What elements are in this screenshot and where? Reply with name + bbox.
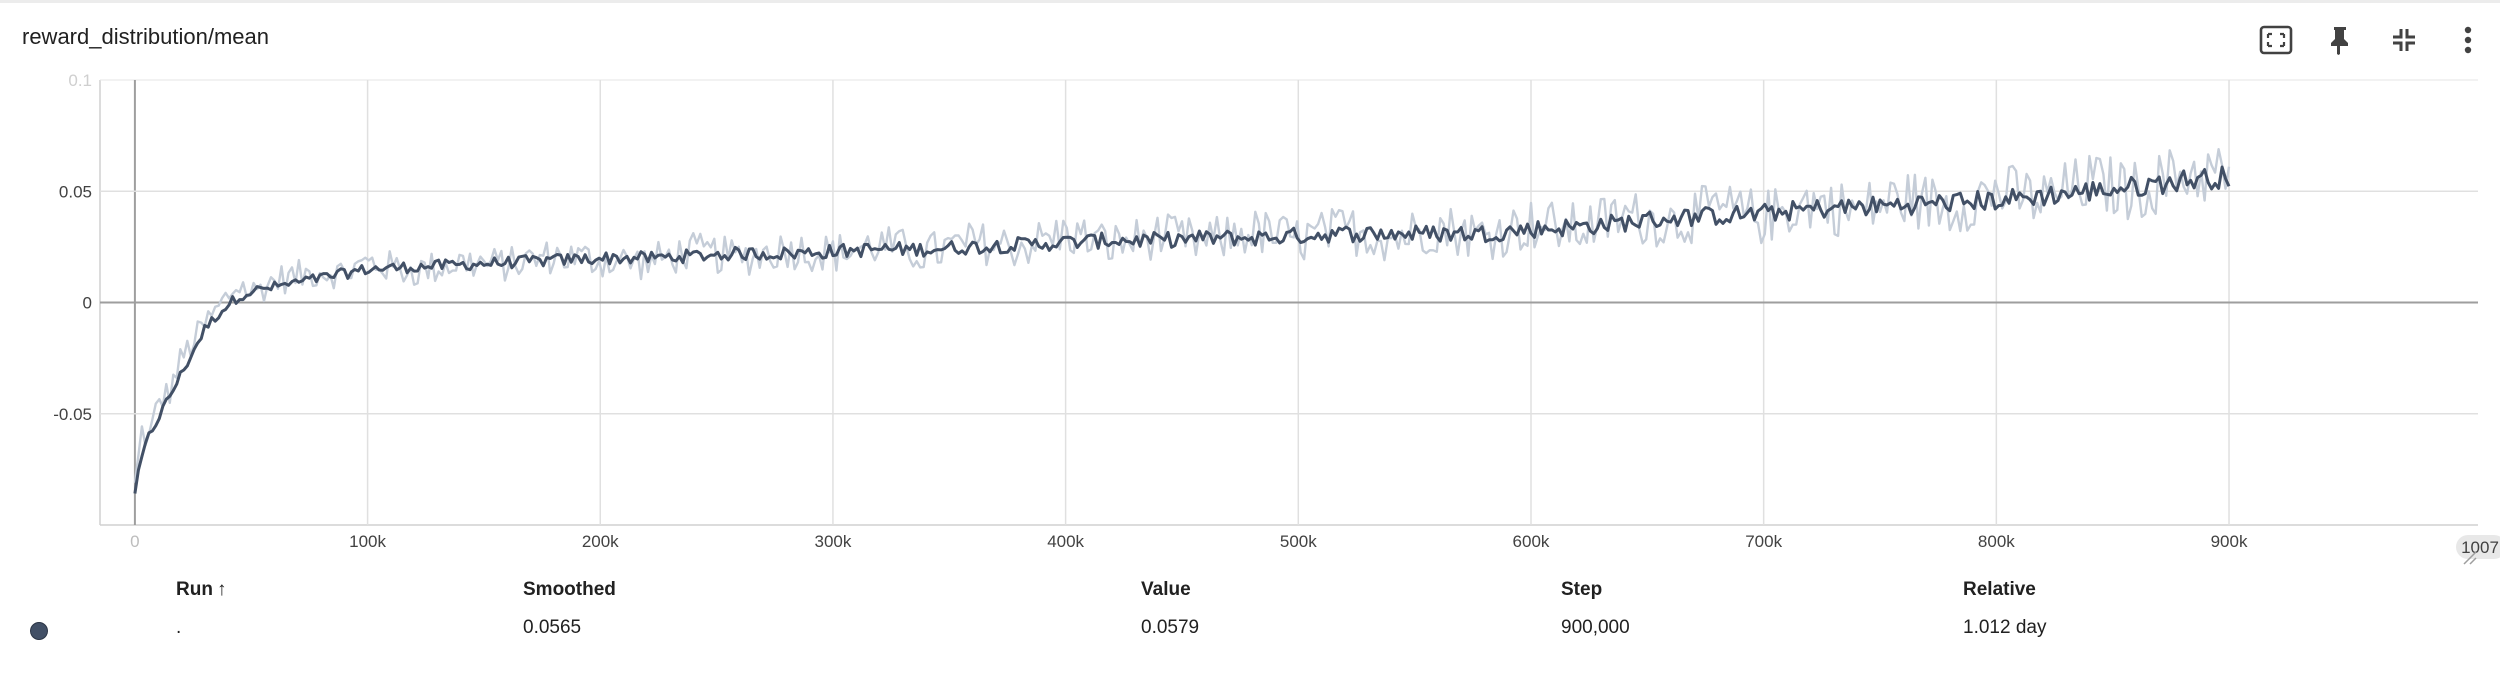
header-run[interactable]: Run ↑ bbox=[176, 579, 226, 601]
x-tick-label: 300k bbox=[815, 532, 852, 551]
y-tick-label: -0.05 bbox=[53, 405, 92, 424]
x-tick-label: 500k bbox=[1280, 532, 1317, 551]
raw-series-line bbox=[133, 147, 2231, 483]
y-tick-label: 0.05 bbox=[59, 182, 92, 201]
x-tick-label: 400k bbox=[1047, 532, 1084, 551]
sort-ascending-icon: ↑ bbox=[216, 579, 227, 600]
x-tick-label: 800k bbox=[1978, 532, 2015, 551]
cell-run: . bbox=[176, 617, 182, 638]
more-vert-icon bbox=[2464, 26, 2472, 54]
x-tick-label: 200k bbox=[582, 532, 619, 551]
pin-icon bbox=[2331, 27, 2348, 55]
fit-domain-icon bbox=[2259, 25, 2293, 55]
cell-relative: 1.012 day bbox=[1963, 617, 2047, 638]
cell-smoothed: 0.0565 bbox=[523, 617, 582, 638]
x-end-label-pill bbox=[2456, 535, 2500, 559]
pin-button[interactable] bbox=[2308, 14, 2372, 66]
fit-domain-button[interactable] bbox=[2244, 14, 2308, 66]
card-title: reward_distribution/mean bbox=[22, 24, 270, 49]
collapse-icon bbox=[2393, 29, 2415, 51]
card-top-border bbox=[0, 0, 2500, 3]
x-tick-label: 600k bbox=[1513, 532, 1550, 551]
cell-step: 900,000 bbox=[1561, 617, 1630, 638]
resize-handle-icon bbox=[2463, 551, 2477, 565]
x-tick-label: 900k bbox=[2211, 532, 2248, 551]
cell-value: 0.0579 bbox=[1141, 617, 1200, 638]
line-chart[interactable]: 0 100k 200k 300k 400k 500k 600k 700k 800k 900k 100… bbox=[0, 70, 2500, 570]
smoothed-series-line bbox=[133, 165, 2231, 494]
y-tick-label: 0.1 bbox=[68, 71, 92, 90]
header-run-label: Run bbox=[176, 579, 213, 600]
header-relative[interactable]: Relative bbox=[1963, 579, 2036, 600]
x-tick-label: 700k bbox=[1745, 532, 1782, 551]
x-end-label: 1007 bbox=[2461, 538, 2499, 557]
chart-svg[interactable]: 0 100k 200k 300k 400k 500k 600k 700k 800k 900k 100… bbox=[0, 70, 2500, 570]
collapse-button[interactable] bbox=[2372, 14, 2436, 66]
header-value[interactable]: Value bbox=[1141, 579, 1191, 600]
x-tick-label: 100k bbox=[349, 532, 386, 551]
header-step[interactable]: Step bbox=[1561, 579, 1603, 600]
x-tick-label: 0 bbox=[130, 532, 139, 551]
header-smoothed[interactable]: Smoothed bbox=[523, 579, 616, 600]
more-options-button[interactable] bbox=[2436, 14, 2500, 66]
card-toolbar bbox=[2244, 14, 2500, 66]
run-color-swatch[interactable] bbox=[30, 622, 48, 640]
y-tick-label: 0 bbox=[83, 294, 92, 313]
